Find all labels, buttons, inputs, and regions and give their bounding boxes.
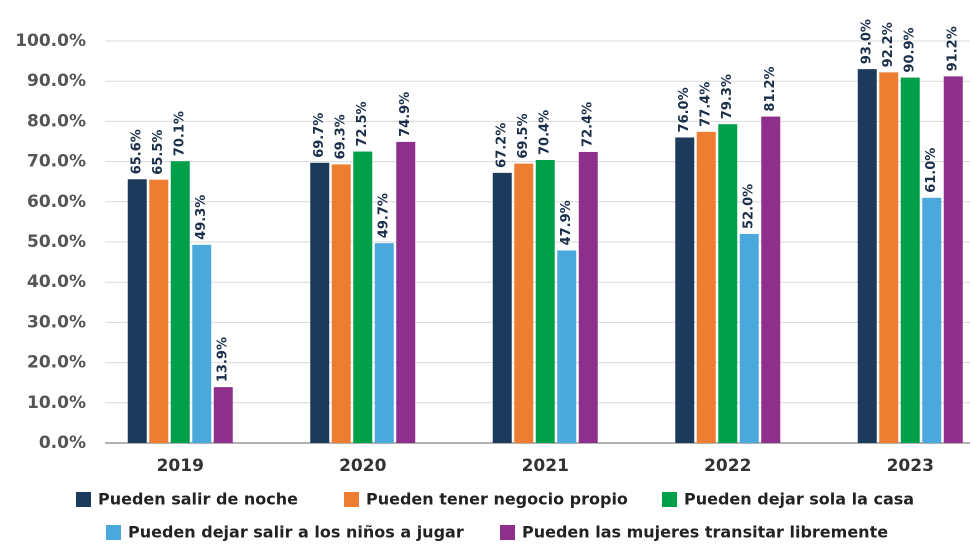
value-label: 49.7% [377, 193, 392, 238]
bar [578, 151, 598, 443]
bar [922, 197, 942, 443]
value-label: 91.2% [946, 26, 961, 71]
bar [331, 164, 351, 443]
value-label: 13.9% [216, 337, 231, 382]
bar [675, 137, 695, 444]
value-label: 65.6% [130, 129, 145, 174]
bar [353, 151, 373, 444]
value-label: 69.3% [334, 114, 349, 159]
bar [535, 159, 555, 443]
value-label: 49.3% [194, 195, 209, 240]
legend-swatch [662, 492, 677, 507]
bar [739, 233, 759, 443]
value-label: 65.5% [151, 130, 166, 175]
y-tick-label: 90.0% [27, 71, 86, 91]
y-tick-label: 80.0% [27, 111, 86, 131]
y-tick-label: 20.0% [27, 353, 86, 373]
bar [170, 161, 190, 443]
value-label: 93.0% [860, 19, 875, 64]
value-label: 81.2% [763, 66, 778, 111]
legend-label: Pueden tener negocio propio [366, 490, 628, 509]
value-label: 92.2% [881, 22, 896, 67]
y-tick-label: 50.0% [27, 232, 86, 252]
value-label: 61.0% [924, 148, 939, 193]
value-label: 70.4% [538, 110, 553, 155]
x-tick-label: 2019 [157, 456, 204, 476]
value-label: 74.9% [398, 92, 413, 137]
bar [310, 162, 330, 443]
legend-label: Pueden dejar salir a los niños a jugar [128, 523, 464, 542]
bar [514, 163, 534, 444]
legend-label: Pueden salir de noche [98, 490, 298, 509]
x-tick-label: 2023 [887, 456, 934, 476]
x-tick-label: 2021 [522, 456, 569, 476]
bar [374, 243, 394, 443]
value-label: 77.4% [699, 82, 714, 127]
value-label: 69.5% [516, 114, 531, 159]
value-label: 72.4% [581, 102, 596, 147]
x-tick-label: 2022 [704, 456, 751, 476]
bar [149, 179, 169, 443]
bar [761, 116, 781, 444]
value-label: 52.0% [742, 184, 757, 229]
x-tick-label: 2020 [339, 456, 386, 476]
bar [943, 76, 963, 443]
value-label: 72.5% [355, 101, 370, 146]
bar [492, 172, 512, 443]
bar [396, 141, 416, 444]
bar [718, 124, 738, 444]
legend-swatch [500, 525, 515, 540]
legend-swatch [76, 492, 91, 507]
bar [857, 69, 877, 443]
y-tick-label: 10.0% [27, 393, 86, 413]
bar [879, 72, 899, 443]
bar [192, 244, 212, 443]
value-label: 67.2% [495, 123, 510, 168]
legend-label: Pueden las mujeres transitar libremente [522, 523, 888, 542]
bar [557, 250, 577, 443]
value-label: 69.7% [312, 113, 327, 158]
y-tick-label: 70.0% [27, 152, 86, 172]
value-label: 76.0% [677, 87, 692, 132]
y-tick-label: 100.0% [15, 31, 86, 51]
bar [696, 131, 716, 444]
bar [213, 387, 233, 443]
value-label: 47.9% [559, 200, 574, 245]
bar [127, 179, 147, 443]
value-label: 70.1% [173, 111, 188, 156]
bar [900, 77, 920, 443]
y-tick-label: 30.0% [27, 312, 86, 332]
y-tick-label: 0.0% [39, 433, 86, 453]
legend-label: Pueden dejar sola la casa [684, 490, 914, 509]
value-label: 79.3% [720, 74, 735, 119]
value-label: 90.9% [903, 27, 918, 72]
y-tick-label: 40.0% [27, 272, 86, 292]
legend-swatch [344, 492, 359, 507]
legend-swatch [106, 525, 121, 540]
y-tick-label: 60.0% [27, 192, 86, 212]
